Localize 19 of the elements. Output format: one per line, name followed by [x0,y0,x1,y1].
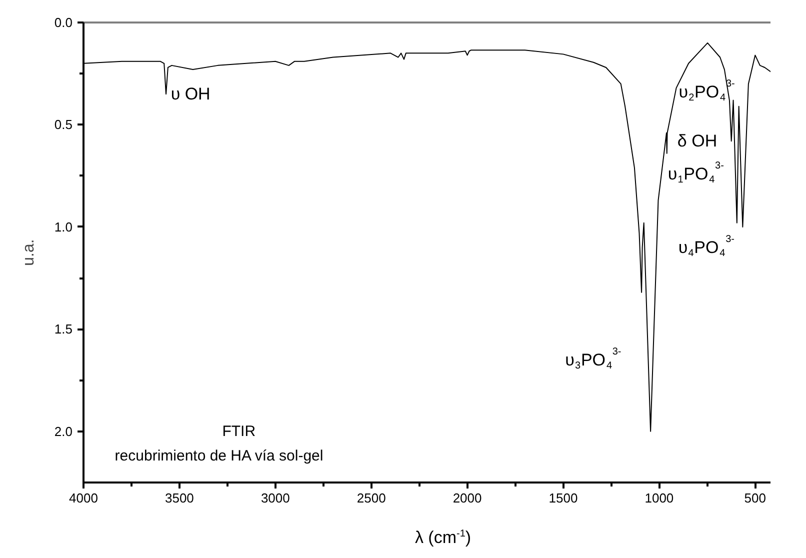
x-tick-label: 2500 [356,490,386,506]
y-tick-label: 0.5 [54,117,73,132]
x-tick-label: 3500 [164,490,194,506]
y-tick-label: 0.0 [54,15,73,30]
x-tick-label: 1000 [644,490,674,506]
x-axis-title: λ (cm$^{-1}$) [414,527,472,549]
x-tick-label: 500 [744,490,766,506]
y-tick-label: 2.0 [54,424,73,439]
x-tick-label: 3000 [260,490,290,506]
x-tick-label: 2000 [452,490,482,506]
x-tick-label: 4000 [69,490,98,506]
annotation: υ OH [170,84,210,104]
y-tick-label: 1.0 [54,219,73,234]
annotation: δ OH [677,132,718,151]
x-tick-label: 1500 [548,490,578,506]
y-tick-label: 1.5 [54,322,73,337]
annotation: recubrimiento de HA vía sol-gel [114,447,324,464]
y-axis-title: u.a. [20,239,38,266]
annotation: FTIR [222,422,256,440]
